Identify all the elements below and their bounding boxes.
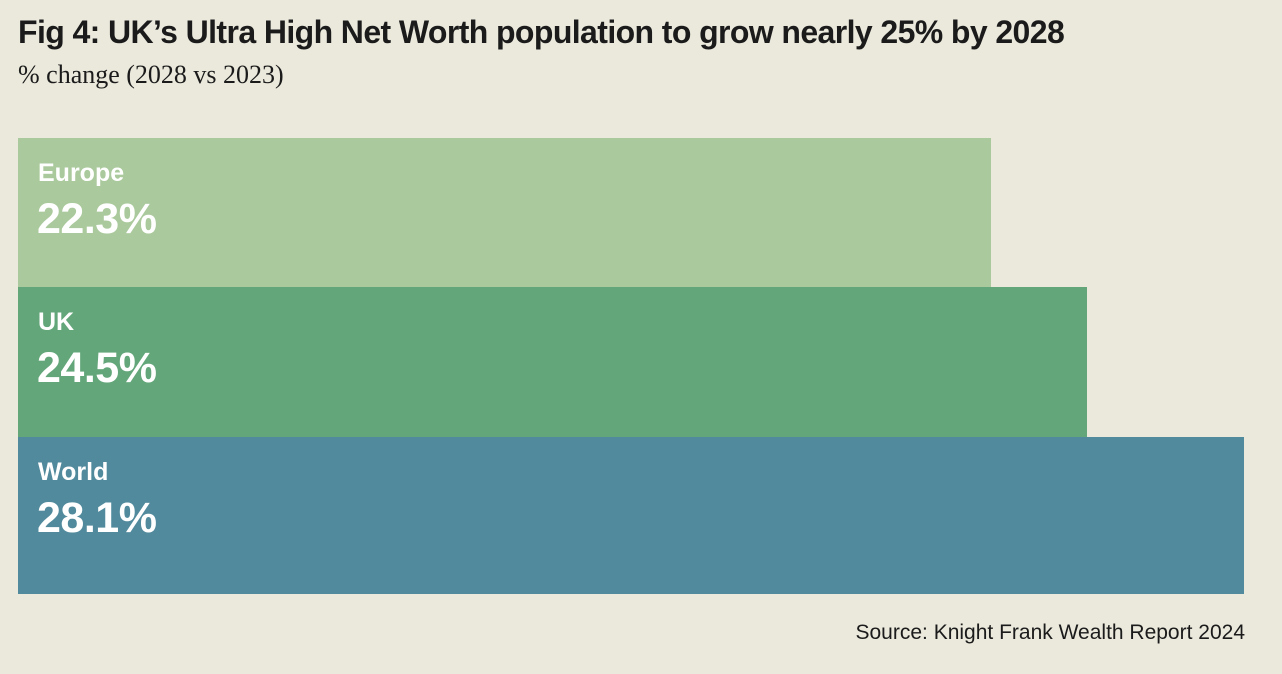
bar-category-label: Europe xyxy=(38,159,125,187)
bar-value-label: 24.5% xyxy=(37,344,157,392)
bar-category-label: World xyxy=(38,458,109,486)
source-note: Source: Knight Frank Wealth Report 2024 xyxy=(855,621,1246,644)
chart-title: Fig 4: UK’s Ultra High Net Worth populat… xyxy=(18,14,1065,50)
bar-value-label: 28.1% xyxy=(37,494,157,542)
bar-value-label: 22.3% xyxy=(37,195,157,243)
bar-europe xyxy=(18,138,991,287)
bar-uk xyxy=(18,287,1087,437)
bar-category-label: UK xyxy=(38,308,75,336)
chart-subtitle: % change (2028 vs 2023) xyxy=(18,60,284,89)
bar-world xyxy=(18,437,1244,594)
